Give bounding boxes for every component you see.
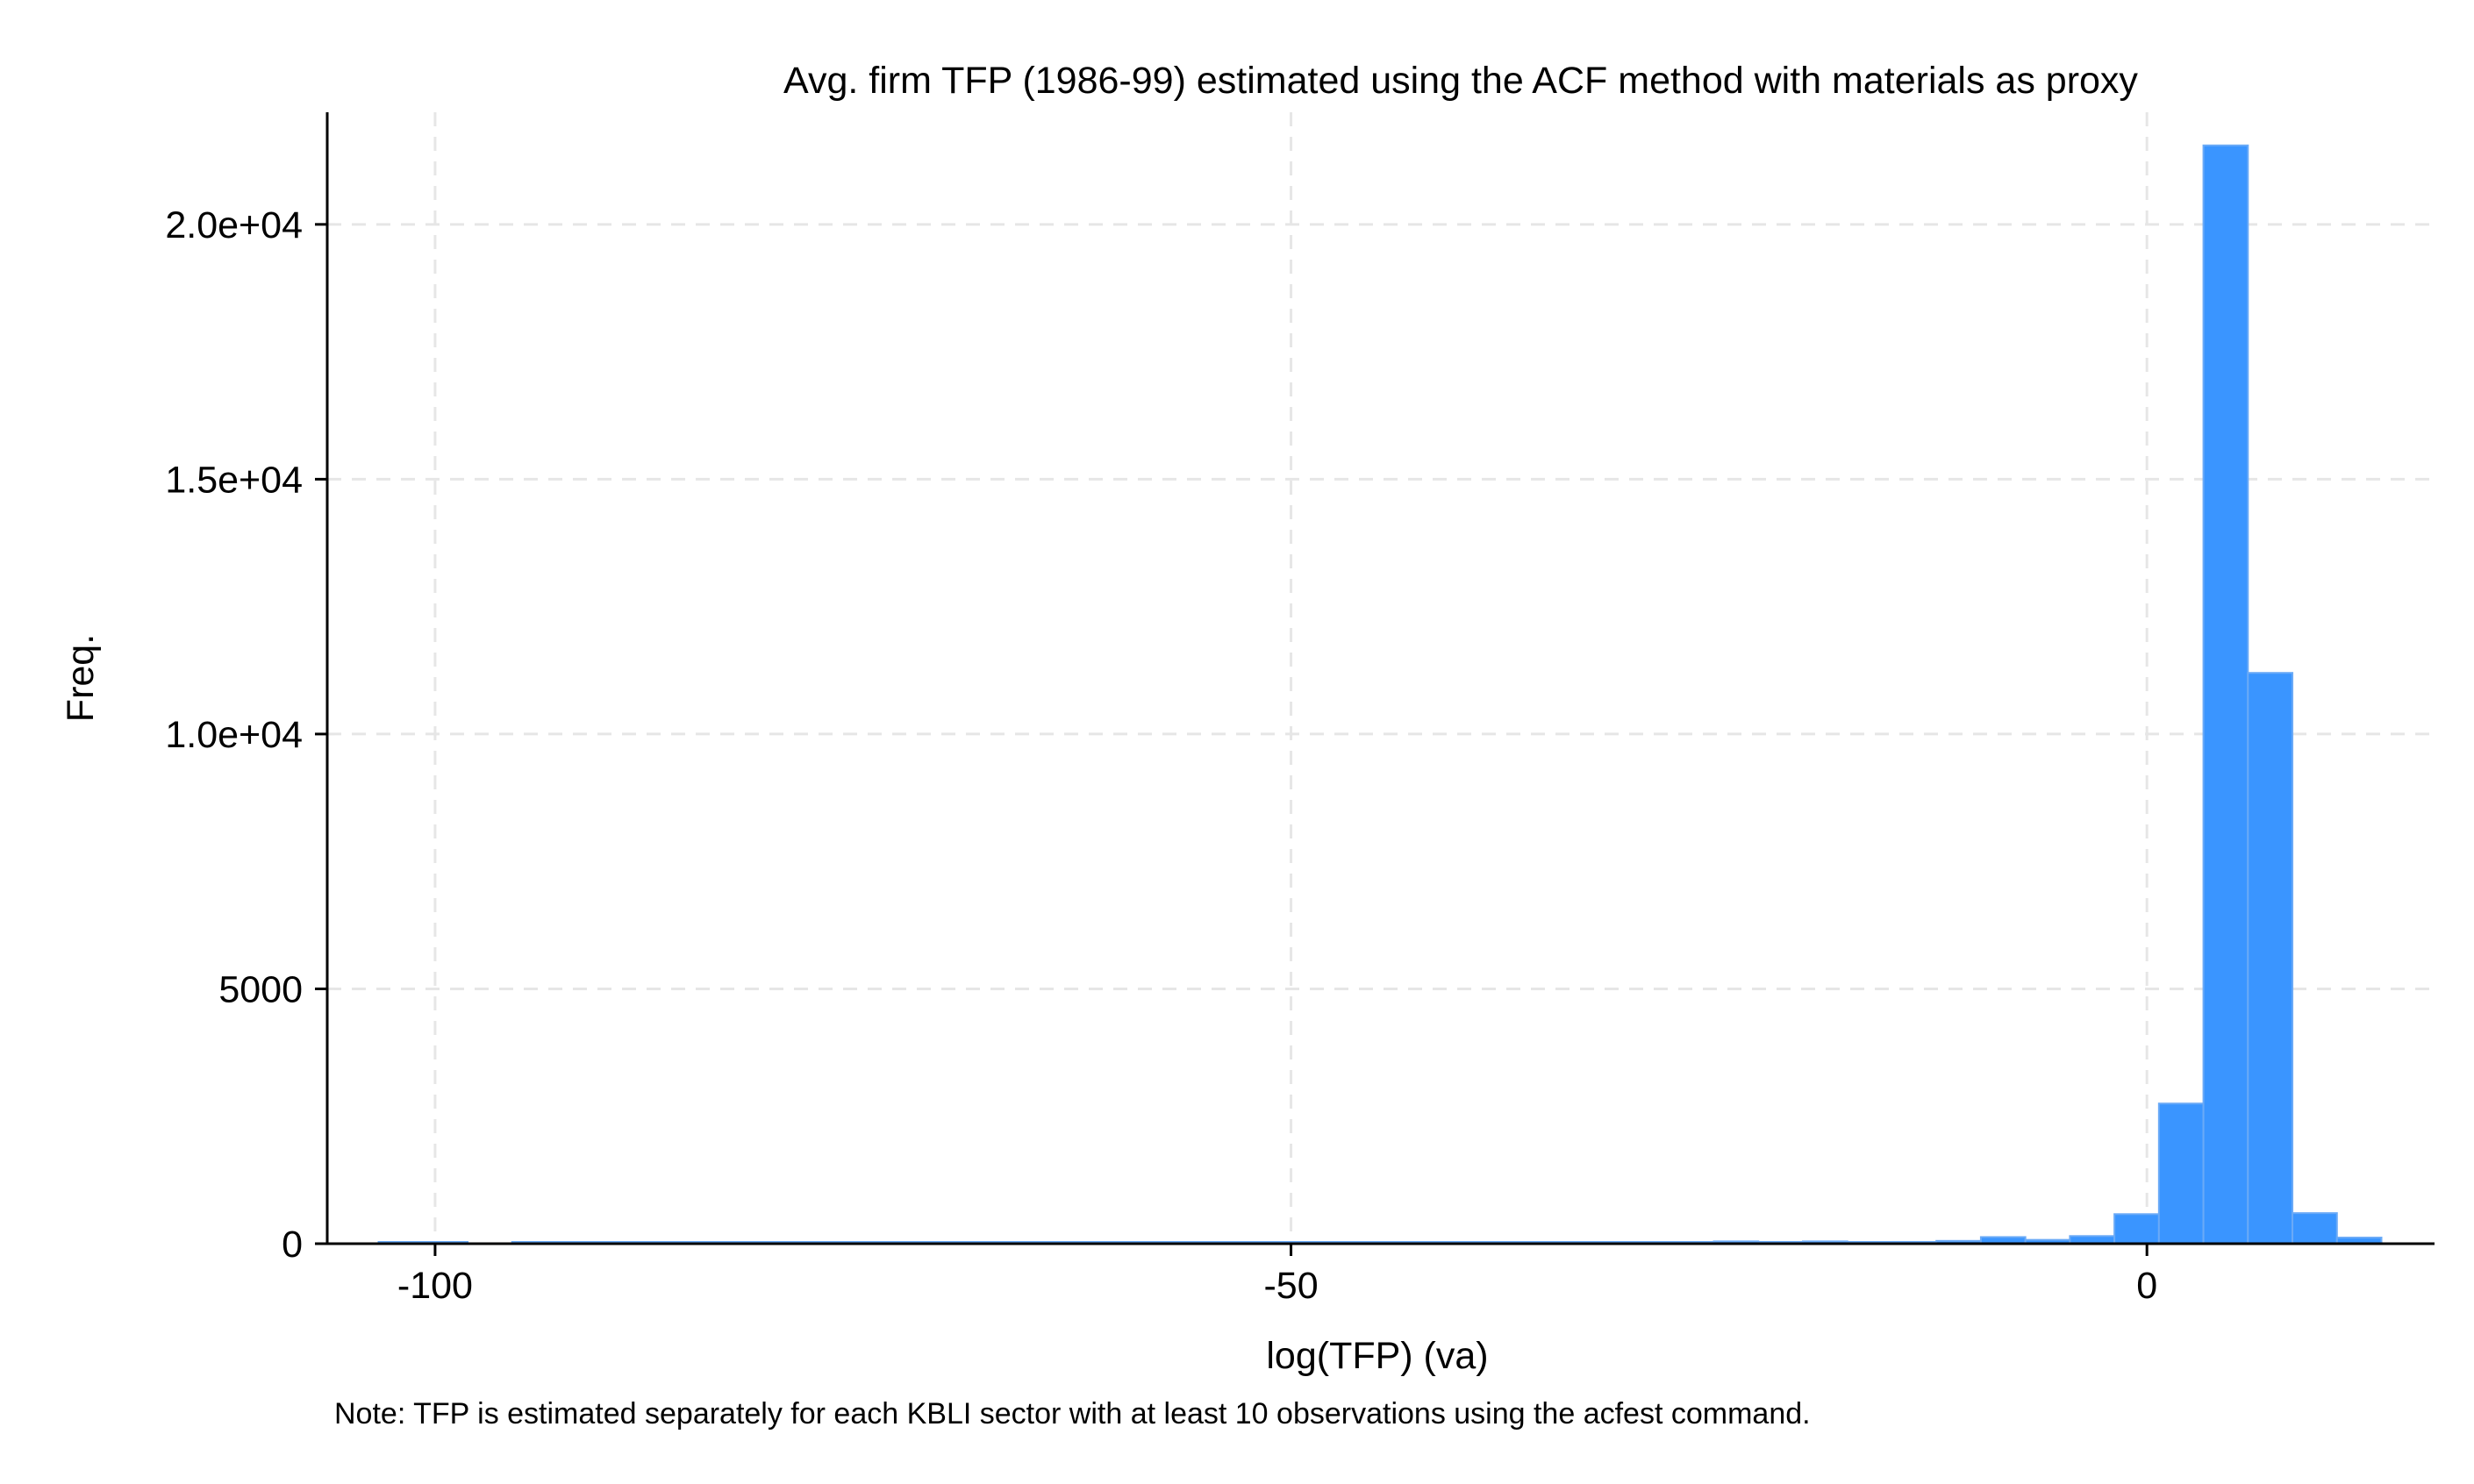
histogram-bar-39	[2157, 1102, 2205, 1245]
x-axis-title: log(TFP) (va)	[1266, 1335, 1488, 1377]
x-tick-label: -50	[1263, 1265, 1318, 1307]
y-tick-label: 1.5e+04	[165, 459, 303, 501]
histogram-bar-41	[2247, 672, 2294, 1245]
x-axis-ticks: -100 -50 0	[397, 1244, 2157, 1307]
y-tick-label: 5000	[218, 968, 303, 1010]
y-axis-ticks: 0 5000 1.0e+04 1.5e+04 2.0e+04	[165, 204, 327, 1266]
x-tick-label: -100	[397, 1265, 473, 1307]
y-tick-label: 1.0e+04	[165, 714, 303, 756]
histogram-bars	[377, 144, 2383, 1245]
y-axis-title: Freq.	[60, 634, 102, 722]
y-tick-label: 2.0e+04	[165, 204, 303, 246]
chart-title: Avg. firm TFP (1986-99) estimated using …	[783, 60, 2138, 102]
histogram-bar-38	[2113, 1213, 2160, 1245]
histogram-bar-40	[2202, 144, 2249, 1245]
chart-note: Note: TFP is estimated separately for ea…	[334, 1397, 1811, 1430]
grid-lines	[327, 112, 2435, 1244]
histogram-bar-42	[2292, 1212, 2338, 1245]
x-tick-label: 0	[2136, 1265, 2157, 1307]
y-tick-label: 0	[282, 1224, 303, 1266]
